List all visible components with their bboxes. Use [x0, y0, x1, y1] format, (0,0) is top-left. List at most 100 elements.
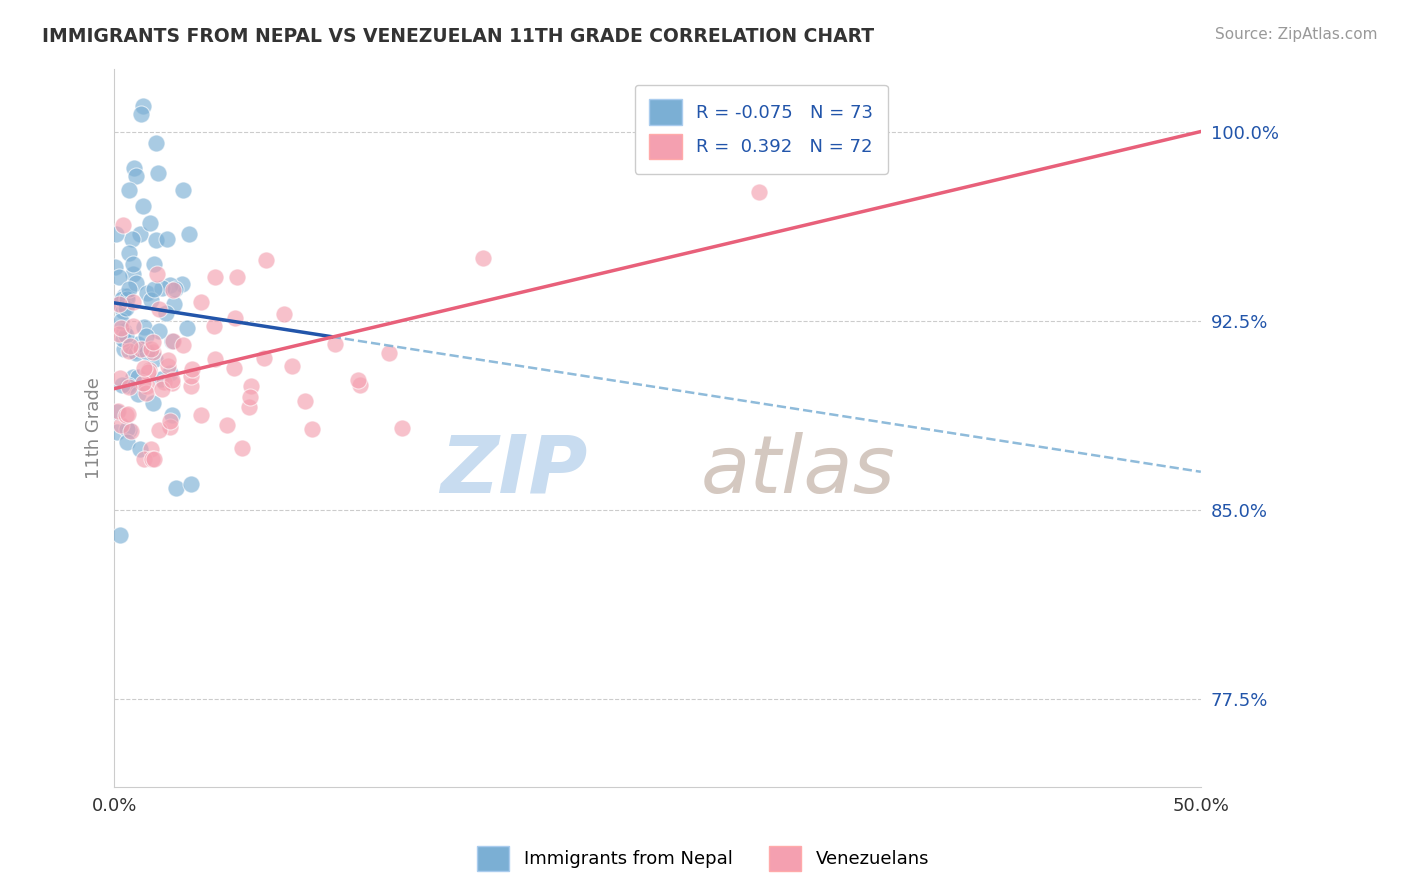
Point: [159, 420, 181, 434]
Point: [139, 442, 162, 456]
Point: [347, 373, 370, 387]
Point: [280, 359, 302, 373]
Point: [112, 332, 135, 346]
Point: [125, 346, 148, 360]
Point: [107, 296, 129, 310]
Point: [323, 336, 346, 351]
Point: [121, 344, 143, 359]
Point: [301, 422, 323, 436]
Point: [391, 421, 413, 435]
Point: [222, 361, 245, 376]
Point: [162, 334, 184, 348]
Point: [129, 342, 152, 356]
Point: [145, 136, 167, 150]
Point: [180, 361, 202, 376]
Point: [215, 417, 238, 432]
Point: [138, 363, 160, 377]
Point: [157, 359, 180, 373]
Point: [378, 345, 401, 359]
Point: [132, 361, 155, 376]
Point: [136, 345, 159, 359]
Point: [159, 278, 181, 293]
Point: [127, 336, 149, 351]
Point: [115, 289, 138, 303]
Point: [150, 280, 173, 294]
Point: [111, 378, 134, 392]
Point: [139, 342, 162, 356]
Point: [148, 301, 170, 316]
Point: [176, 321, 198, 335]
Point: [136, 365, 159, 379]
Point: [122, 295, 145, 310]
Point: [142, 452, 165, 467]
Legend: Immigrants from Nepal, Venezuelans: Immigrants from Nepal, Venezuelans: [470, 838, 936, 879]
Point: [143, 257, 166, 271]
Point: [150, 383, 173, 397]
Point: [121, 370, 143, 384]
Point: [238, 400, 260, 414]
Point: [112, 342, 135, 356]
Point: [108, 371, 131, 385]
Point: [139, 216, 162, 230]
Point: [273, 307, 295, 321]
Point: [141, 452, 163, 467]
Point: [142, 395, 165, 409]
Point: [180, 477, 202, 491]
Point: [122, 257, 145, 271]
Point: [224, 310, 246, 325]
Point: [121, 267, 143, 281]
Point: [122, 161, 145, 175]
Point: [135, 329, 157, 343]
Point: [114, 408, 136, 422]
Point: [163, 297, 186, 311]
Point: [128, 442, 150, 456]
Point: [117, 183, 139, 197]
Point: [239, 390, 262, 404]
Point: [112, 324, 135, 338]
Point: [118, 246, 141, 260]
Point: [180, 378, 202, 392]
Point: [204, 269, 226, 284]
Point: [143, 352, 166, 367]
Point: [254, 253, 277, 268]
Point: [150, 372, 173, 386]
Point: [115, 301, 138, 315]
Point: [153, 375, 176, 389]
Point: [107, 403, 129, 417]
Point: [121, 318, 143, 333]
Point: [114, 327, 136, 342]
Point: [159, 414, 181, 428]
Point: [134, 452, 156, 467]
Point: [108, 270, 131, 285]
Point: [155, 306, 177, 320]
Point: [472, 251, 495, 265]
Point: [110, 321, 132, 335]
Point: [145, 233, 167, 247]
Point: [117, 292, 139, 306]
Point: [120, 424, 142, 438]
Point: [105, 405, 128, 419]
Point: [125, 276, 148, 290]
Point: [294, 394, 316, 409]
Point: [231, 441, 253, 455]
Text: atlas: atlas: [702, 432, 896, 509]
Point: [128, 227, 150, 242]
Point: [117, 282, 139, 296]
Point: [157, 353, 180, 368]
Text: Source: ZipAtlas.com: Source: ZipAtlas.com: [1215, 27, 1378, 42]
Point: [117, 408, 139, 422]
Point: [172, 183, 194, 197]
Point: [139, 293, 162, 307]
Point: [204, 351, 226, 366]
Point: [349, 378, 371, 392]
Text: IMMIGRANTS FROM NEPAL VS VENEZUELAN 11TH GRADE CORRELATION CHART: IMMIGRANTS FROM NEPAL VS VENEZUELAN 11TH…: [42, 27, 875, 45]
Point: [240, 379, 263, 393]
Point: [135, 386, 157, 401]
Point: [135, 285, 157, 300]
Point: [118, 423, 141, 437]
Point: [134, 320, 156, 334]
Point: [160, 376, 183, 390]
Point: [172, 338, 194, 352]
Point: [108, 528, 131, 542]
Point: [190, 294, 212, 309]
